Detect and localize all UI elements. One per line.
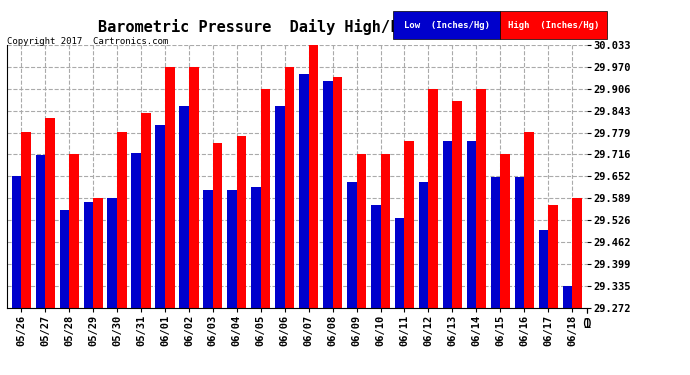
- Bar: [323, 81, 333, 308]
- Bar: [204, 190, 213, 308]
- Bar: [12, 176, 21, 308]
- Bar: [108, 198, 117, 308]
- Bar: [261, 89, 270, 308]
- Bar: [251, 188, 261, 308]
- Bar: [333, 77, 342, 308]
- Bar: [347, 182, 357, 308]
- Bar: [371, 205, 380, 308]
- Bar: [428, 89, 438, 308]
- Bar: [213, 143, 222, 308]
- Bar: [131, 153, 141, 308]
- Bar: [562, 286, 572, 308]
- Bar: [117, 132, 127, 308]
- Bar: [404, 141, 414, 308]
- Bar: [227, 190, 237, 308]
- Bar: [380, 154, 390, 308]
- Bar: [83, 202, 93, 308]
- Bar: [285, 67, 295, 308]
- Bar: [275, 106, 285, 308]
- Bar: [299, 74, 308, 308]
- Bar: [36, 155, 46, 308]
- Bar: [500, 154, 510, 308]
- Bar: [165, 67, 175, 308]
- Bar: [548, 205, 558, 308]
- Bar: [539, 230, 548, 308]
- Bar: [466, 141, 476, 308]
- Bar: [141, 113, 150, 308]
- Bar: [189, 67, 199, 308]
- Bar: [453, 101, 462, 308]
- Bar: [237, 136, 246, 308]
- Bar: [572, 198, 582, 308]
- Bar: [69, 154, 79, 308]
- Text: Low  (Inches/Hg): Low (Inches/Hg): [404, 21, 490, 30]
- Bar: [419, 182, 428, 308]
- Text: Copyright 2017  Cartronics.com: Copyright 2017 Cartronics.com: [7, 38, 168, 46]
- Text: Barometric Pressure  Daily High/Low  20170619: Barometric Pressure Daily High/Low 20170…: [98, 19, 509, 35]
- Bar: [179, 106, 189, 308]
- Bar: [357, 154, 366, 308]
- Text: High  (Inches/Hg): High (Inches/Hg): [508, 21, 600, 30]
- Bar: [395, 218, 404, 308]
- Bar: [155, 125, 165, 308]
- Bar: [491, 177, 500, 308]
- Bar: [21, 132, 31, 308]
- Bar: [93, 198, 103, 308]
- Bar: [59, 210, 69, 308]
- Bar: [46, 118, 55, 308]
- Bar: [308, 45, 318, 308]
- Bar: [476, 89, 486, 308]
- Bar: [443, 141, 453, 308]
- Bar: [515, 177, 524, 308]
- Bar: [524, 132, 534, 308]
